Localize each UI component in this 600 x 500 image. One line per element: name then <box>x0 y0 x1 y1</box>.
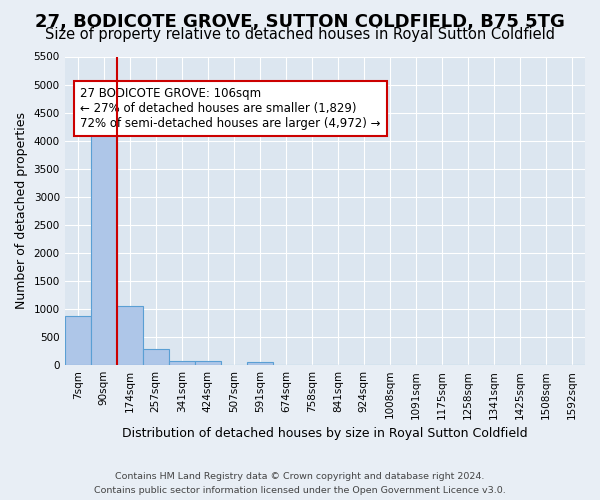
Bar <box>117 306 143 365</box>
Bar <box>169 360 195 365</box>
Text: Contains HM Land Registry data © Crown copyright and database right 2024.: Contains HM Land Registry data © Crown c… <box>115 472 485 481</box>
Y-axis label: Number of detached properties: Number of detached properties <box>15 112 28 310</box>
Bar <box>65 316 91 365</box>
Text: Size of property relative to detached houses in Royal Sutton Coldfield: Size of property relative to detached ho… <box>45 28 555 42</box>
Bar <box>247 362 273 365</box>
Text: 27, BODICOTE GROVE, SUTTON COLDFIELD, B75 5TG: 27, BODICOTE GROVE, SUTTON COLDFIELD, B7… <box>35 12 565 30</box>
Text: 27 BODICOTE GROVE: 106sqm
← 27% of detached houses are smaller (1,829)
72% of se: 27 BODICOTE GROVE: 106sqm ← 27% of detac… <box>80 88 381 130</box>
X-axis label: Distribution of detached houses by size in Royal Sutton Coldfield: Distribution of detached houses by size … <box>122 427 527 440</box>
Bar <box>143 350 169 365</box>
Bar <box>91 108 116 365</box>
Bar <box>195 361 221 365</box>
Text: Contains public sector information licensed under the Open Government Licence v3: Contains public sector information licen… <box>94 486 506 495</box>
